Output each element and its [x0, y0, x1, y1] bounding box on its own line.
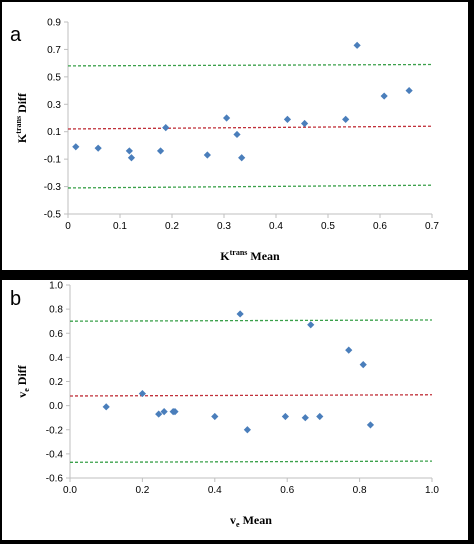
data-point	[380, 92, 388, 100]
x-axis-title: Ktrans Mean	[220, 248, 280, 263]
data-point	[138, 389, 146, 398]
y-tick-label: -0.5	[44, 210, 62, 221]
upper-limit-line	[67, 63, 433, 67]
y-tick-label: 0.5	[47, 72, 61, 83]
x-tick-label: 0.6	[280, 485, 294, 496]
panel-label-b: b	[10, 288, 22, 310]
data-point	[223, 114, 231, 122]
data-point	[160, 408, 168, 416]
panel-label-a: a	[10, 24, 22, 46]
x-tick-label: 0.0	[63, 485, 77, 496]
upper-limit-line	[69, 319, 433, 322]
data-point	[102, 403, 110, 411]
y-tick-label: -0.3	[44, 182, 62, 193]
y-tick-label: 0.3	[47, 100, 61, 111]
x-tick-label: 0.1	[113, 221, 127, 232]
y-tick-label: 0.6	[49, 329, 63, 340]
data-point	[342, 115, 350, 123]
x-tick-label: 0.2	[135, 485, 149, 496]
data-point	[353, 41, 361, 49]
x-tick-label: 0.4	[208, 485, 222, 496]
data-point	[366, 421, 375, 429]
mean-difference-line	[67, 125, 433, 130]
data-point	[162, 124, 170, 132]
data-point	[405, 86, 413, 95]
data-point	[233, 130, 241, 139]
data-point	[301, 414, 309, 422]
data-point	[171, 408, 179, 416]
x-axis-title: ve Mean	[230, 513, 272, 529]
y-tick-label: 0.1	[47, 127, 61, 138]
y-tick-label: 0.0	[49, 401, 63, 412]
data-point	[283, 115, 292, 123]
chart-a-svg: 0.9 0.7 0.5 0.3 0.1 -0.1 -0.3 -0.50 0.1 0.2 0.3 0.4…	[14, 18, 439, 264]
x-tick-label: 0.4	[269, 221, 283, 232]
data-point	[243, 426, 251, 434]
chart-panel-b: b 1.0 0.8 0.6 0.4 0.2 0.0 -0.2 -0.4 -0.6 0.0 0.2 0.…	[2, 280, 468, 540]
y-tick-label: 0.8	[49, 305, 63, 316]
y-tick-label: -0.4	[46, 449, 64, 460]
data-point	[307, 321, 315, 329]
y-tick-label: 1.0	[49, 281, 63, 292]
data-point	[127, 154, 136, 162]
data-point	[125, 147, 133, 155]
y-tick-label: 0.9	[47, 18, 61, 29]
data-point	[156, 147, 165, 155]
y-axis-title: Ktrans Diff	[14, 92, 29, 143]
mean-difference-line	[69, 394, 433, 397]
data-point	[203, 151, 211, 159]
lower-limit-line	[67, 184, 433, 189]
y-tick-label: 0.4	[49, 353, 63, 364]
data-point	[345, 346, 353, 354]
data-point	[94, 144, 102, 152]
data-point	[211, 412, 219, 421]
data-point	[72, 143, 80, 151]
y-tick-label: -0.6	[46, 474, 64, 485]
lower-limit-line	[69, 460, 433, 463]
x-tick-label: 0.7	[425, 221, 439, 232]
y-tick-label: 0.7	[47, 45, 61, 56]
data-point	[316, 412, 324, 421]
x-tick-label: 0.5	[321, 221, 335, 232]
chart-panel-a: a 0.9 0.7 0.5 0.3 0.1 -0.1 -0.3 -0.5 0 0.1 0.2 0.3 0…	[2, 2, 468, 270]
x-tick-label: 0	[65, 221, 71, 232]
chart-b-svg: 1.00.80.60.40.20.0-0.2-0.4-0.60.0 0.2 0.4 0…	[15, 281, 439, 530]
x-tick-label: 0.6	[373, 221, 387, 232]
x-tick-label: 0.2	[165, 221, 179, 232]
data-point	[238, 154, 246, 162]
data-point	[281, 412, 289, 421]
y-tick-label: -0.2	[46, 425, 64, 436]
y-tick-label: -0.1	[44, 155, 62, 166]
x-tick-label: 0.3	[217, 221, 231, 232]
data-point	[359, 361, 367, 369]
y-axis-title: ve Diff	[15, 364, 31, 398]
data-point	[301, 119, 309, 128]
x-tick-label: 1.0	[425, 485, 439, 496]
y-tick-label: 0.2	[49, 377, 63, 388]
data-point	[236, 310, 244, 318]
x-tick-label: 0.8	[353, 485, 367, 496]
